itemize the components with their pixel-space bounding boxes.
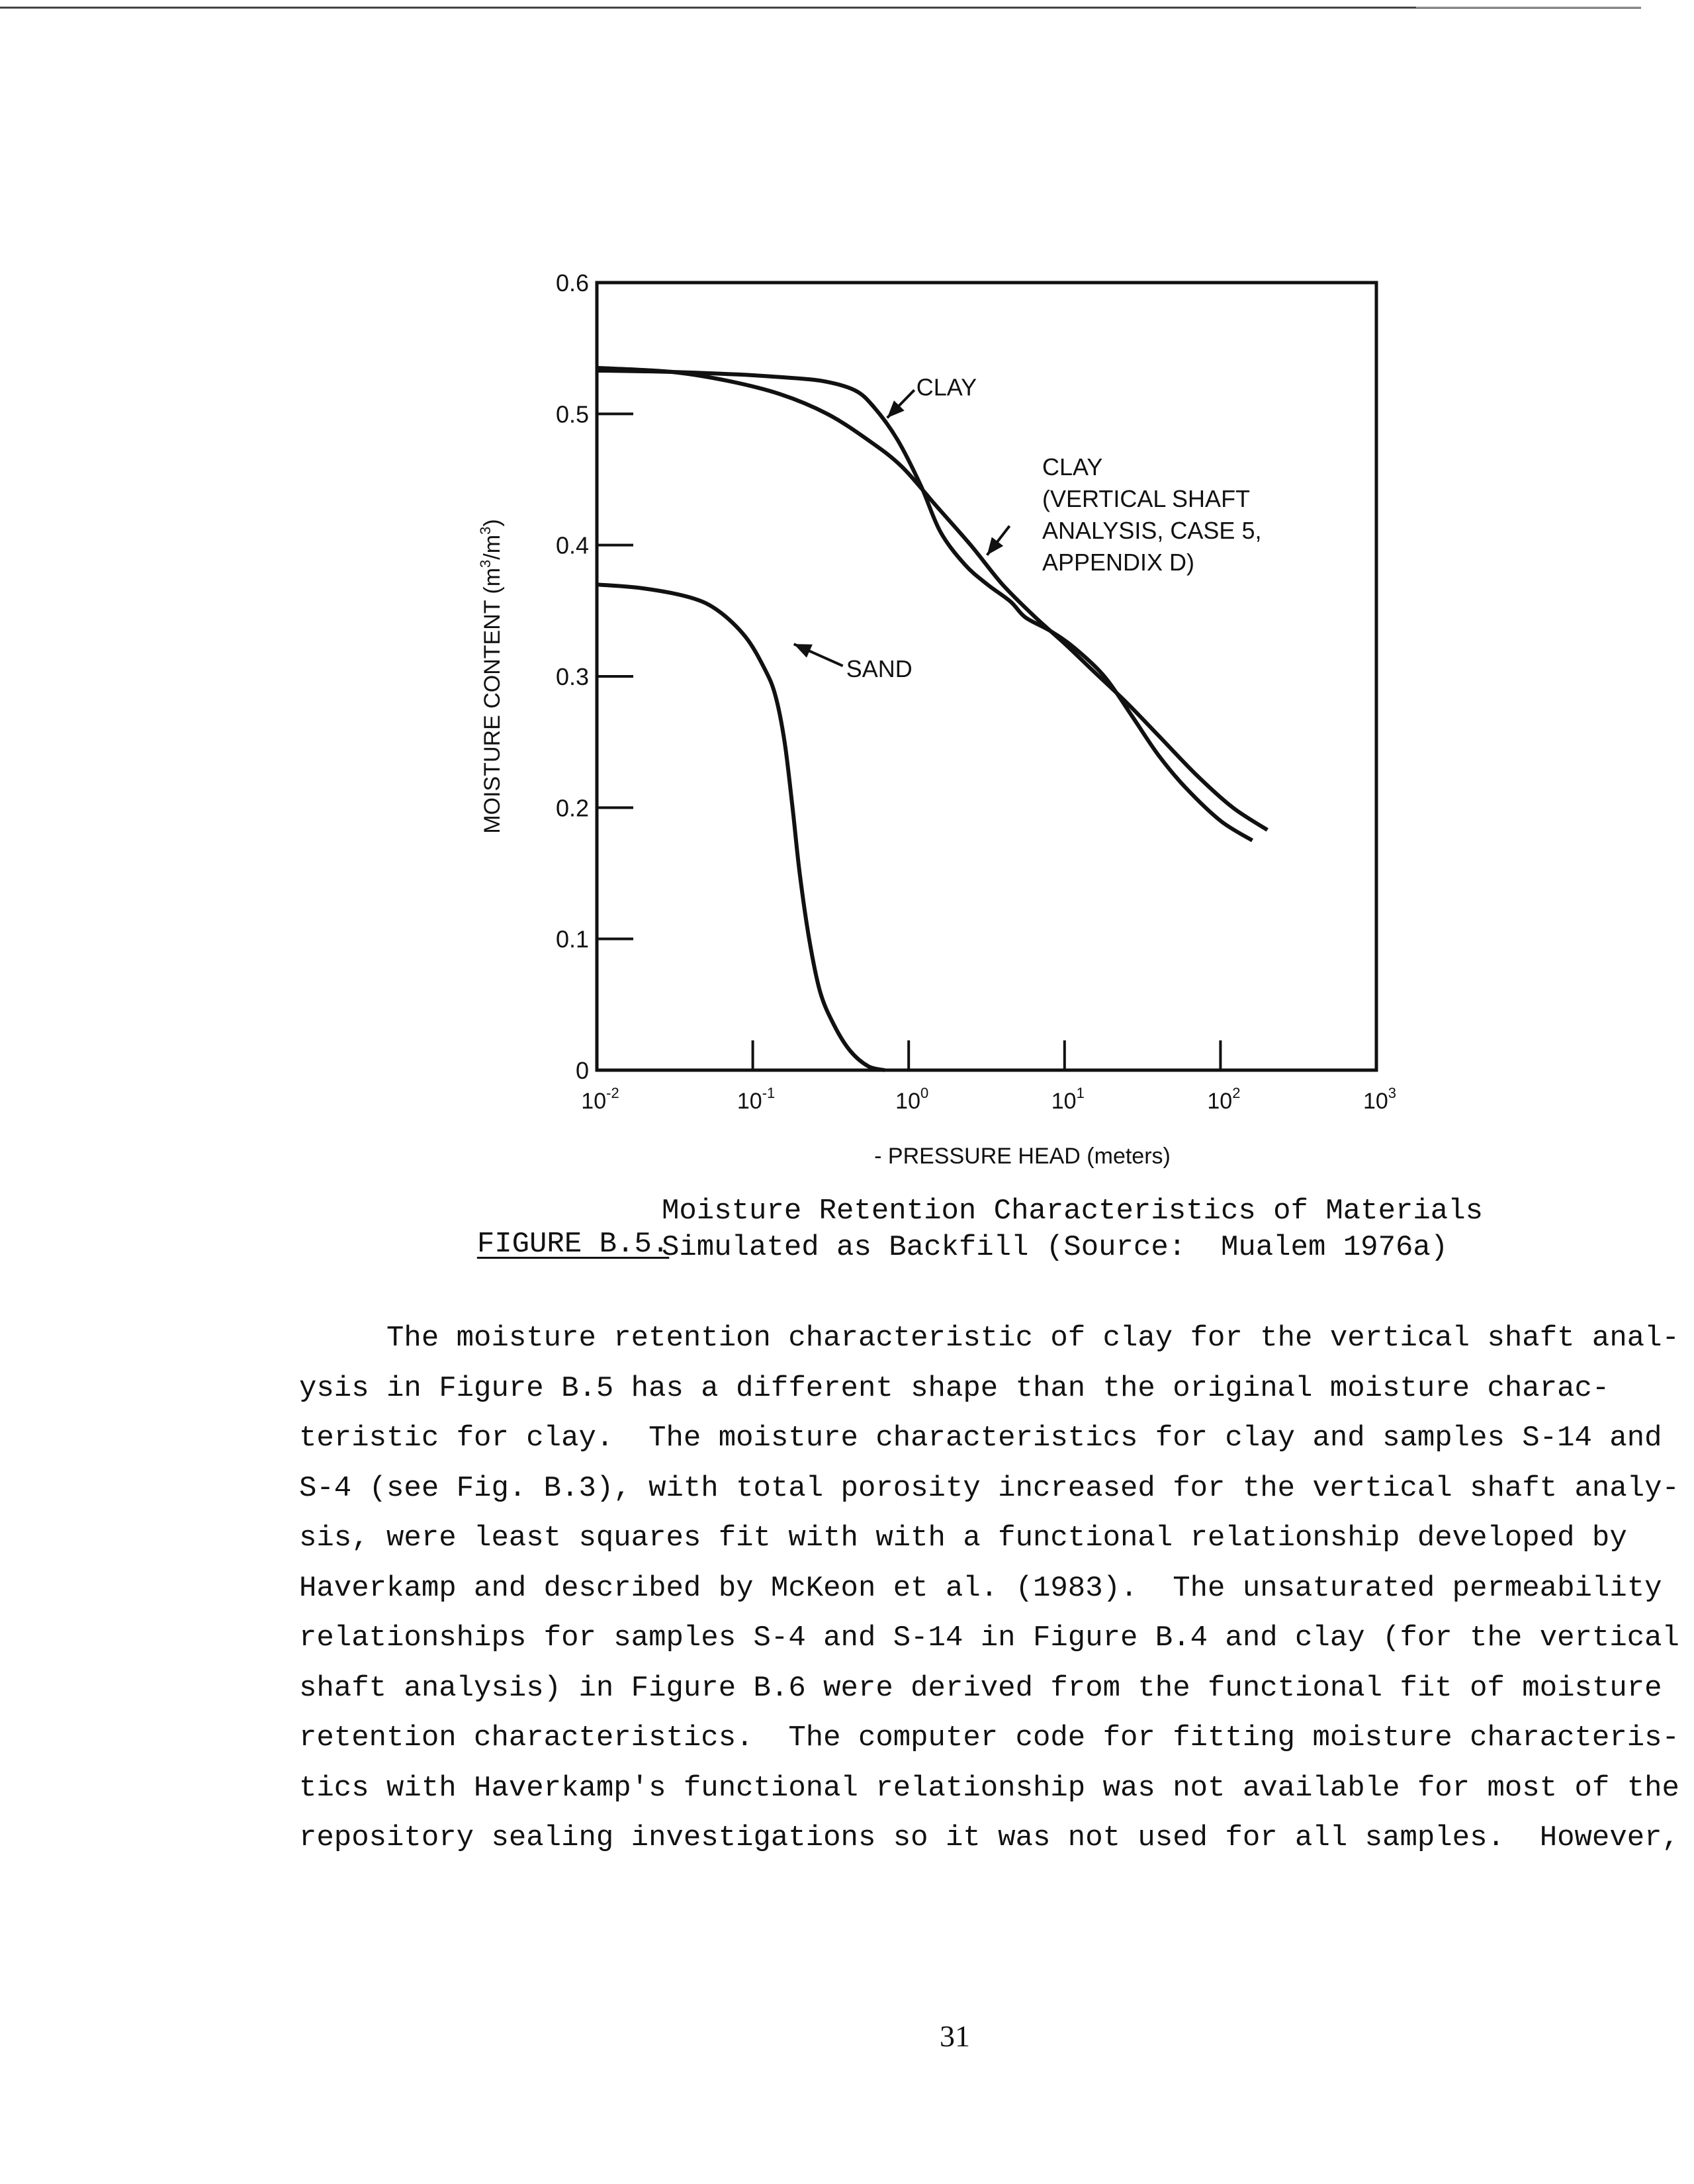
body-paragraph: The moisture retention characteristic of… [299,1314,1679,1864]
vertical-shaft-label-line: ANALYSIS, CASE 5, [1042,517,1261,544]
y-tick-label: 0.1 [556,926,589,953]
moisture-retention-chart: 0 0.1 0.2 0.3 0.4 0.5 0.6 10-2 10-1 100 101 102 103… [477,269,1396,1169]
sand-arrow-head [793,644,813,658]
y-tick-label: 0.6 [556,269,589,296]
figure-caption-line2: Simulated as Backfill (Source: Mualem 19… [662,1231,1449,1264]
y-tick-label: 0.2 [556,794,589,821]
figure-caption: FIGURE B.5. [442,1195,669,1261]
vertical-shaft-label-line: CLAY [1042,453,1102,480]
y-axis-label: MOISTURE CONTENT (m3/m3) [477,519,505,833]
annotation-group: CLAY CLAY (VERTICAL SHAFT ANALYSIS, CASE 5,… [793,373,1261,682]
top-rule [0,7,1641,9]
body-line: The moisture retention characteristic of… [299,1322,1679,1355]
body-line: Haverkamp and described by McKeon et al.… [299,1571,1662,1605]
clay-label: CLAY [916,373,977,400]
figure-label: FIGURE B.5. [476,1228,670,1261]
body-line: sis, were least squares fit with with a … [299,1522,1627,1555]
vertical-shaft-arrow-head [987,537,1004,555]
body-line: ysis in Figure B.5 has a different shape… [299,1371,1610,1405]
top-rule-faint [1416,7,1641,8]
clay-curve [596,368,1254,842]
clay-vertical-shaft-curve [596,365,1269,832]
body-line: repository sealing investigations so it … [299,1821,1679,1854]
sand-label: SAND [846,655,913,682]
y-tick-label: 0.5 [556,400,589,428]
plot-frame [595,281,1378,1072]
vertical-shaft-label-line: (VERTICAL SHAFT [1042,485,1250,512]
body-line: teristic for clay. The moisture characte… [299,1422,1662,1455]
x-tick-label: 100 [895,1085,928,1114]
clay-arrow-head [887,400,905,418]
figure-caption-line1: Moisture Retention Characteristics of Ma… [662,1195,1484,1228]
x-axis-label: - PRESSURE HEAD (meters) [874,1144,1171,1169]
x-tick-label: 10-2 [581,1085,619,1114]
body-line: relationships for samples S-4 and S-14 i… [299,1621,1679,1655]
body-line: retention characteristics. The computer … [299,1721,1679,1754]
body-line: shaft analysis) in Figure B.6 were deriv… [299,1671,1662,1705]
x-tick-label: 10-1 [737,1085,775,1114]
vertical-shaft-label-line: APPENDIX D) [1042,549,1194,576]
x-tick-label: 101 [1051,1085,1085,1114]
y-tick-label: 0.4 [556,532,589,559]
page-number: 31 [940,2019,970,2053]
body-line: tics with Haverkamp's functional relatio… [299,1771,1679,1805]
x-tick-label: 102 [1207,1085,1240,1114]
body-line: S-4 (see Fig. B.3), with total porosity … [299,1471,1679,1505]
y-tick-label: 0.3 [556,663,589,690]
sand-curve [596,582,885,1072]
series-group [596,365,1269,1072]
x-axis: 10-2 10-1 100 101 102 103 [581,1040,1396,1114]
y-tick-label: 0 [576,1057,589,1084]
y-axis: 0 0.1 0.2 0.3 0.4 0.5 0.6 [556,269,633,1084]
x-tick-label: 103 [1363,1085,1396,1114]
